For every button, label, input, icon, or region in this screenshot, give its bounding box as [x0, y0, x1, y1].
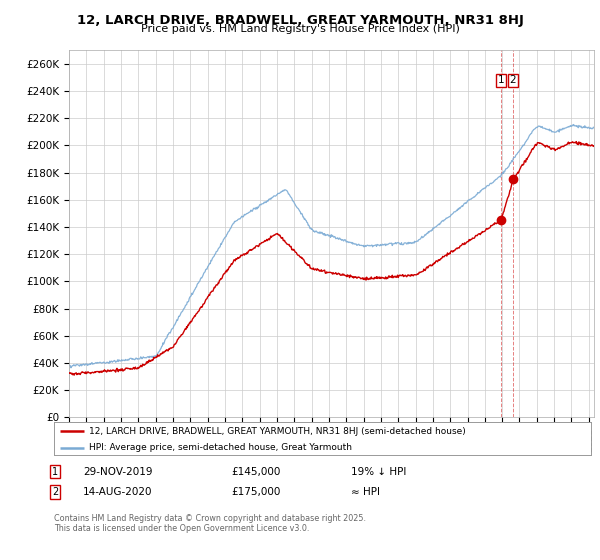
- Text: 14-AUG-2020: 14-AUG-2020: [83, 487, 152, 497]
- Text: £145,000: £145,000: [231, 466, 280, 477]
- Text: 12, LARCH DRIVE, BRADWELL, GREAT YARMOUTH, NR31 8HJ: 12, LARCH DRIVE, BRADWELL, GREAT YARMOUT…: [77, 14, 523, 27]
- Text: 2: 2: [52, 487, 58, 497]
- Text: Price paid vs. HM Land Registry's House Price Index (HPI): Price paid vs. HM Land Registry's House …: [140, 24, 460, 34]
- Text: 1: 1: [52, 466, 58, 477]
- Text: Contains HM Land Registry data © Crown copyright and database right 2025.
This d: Contains HM Land Registry data © Crown c…: [54, 514, 366, 534]
- Text: 12, LARCH DRIVE, BRADWELL, GREAT YARMOUTH, NR31 8HJ (semi-detached house): 12, LARCH DRIVE, BRADWELL, GREAT YARMOUT…: [89, 427, 466, 436]
- Text: ≈ HPI: ≈ HPI: [351, 487, 380, 497]
- Text: 2: 2: [509, 75, 516, 85]
- Text: 1: 1: [497, 75, 504, 85]
- Text: 29-NOV-2019: 29-NOV-2019: [83, 466, 152, 477]
- Text: HPI: Average price, semi-detached house, Great Yarmouth: HPI: Average price, semi-detached house,…: [89, 443, 352, 452]
- Text: £175,000: £175,000: [231, 487, 280, 497]
- Text: 19% ↓ HPI: 19% ↓ HPI: [351, 466, 406, 477]
